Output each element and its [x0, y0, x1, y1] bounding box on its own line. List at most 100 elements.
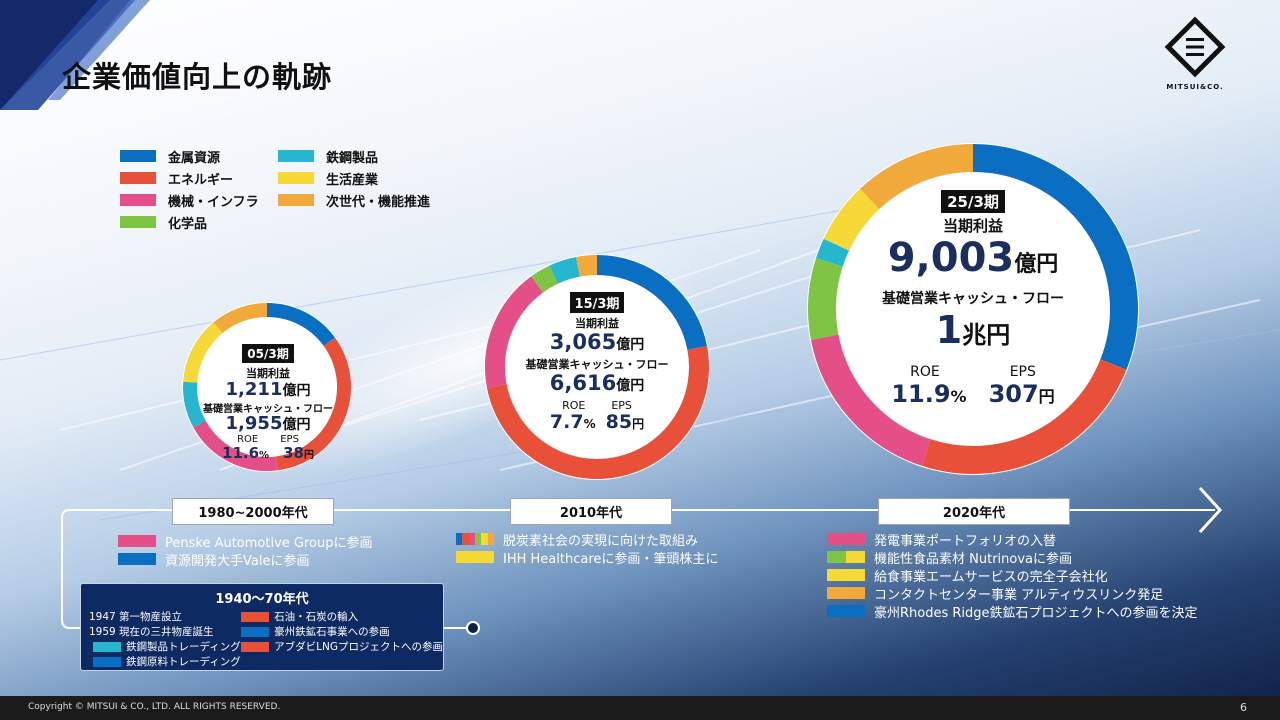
donut-slice [183, 381, 206, 428]
legend-swatch [278, 172, 314, 184]
mitsui-logo-icon [1164, 16, 1226, 78]
event-text: Penske Automotive Groupに参画 [165, 535, 373, 551]
roe-label: ROE [562, 399, 586, 412]
era-1940-left: 1947 第一物産設立 1959 現在の三井物産誕生 鉄鋼製品トレーディング 鉄… [81, 609, 241, 669]
cf-unit: 兆円 [962, 321, 1011, 349]
roe-value: 7.7 [549, 411, 584, 433]
donut-slice [816, 238, 850, 267]
cf-unit: 億円 [282, 417, 311, 433]
roe-value: 11.6 [222, 444, 260, 462]
event-text: 石油・石炭の輸入 [274, 611, 359, 623]
era-2020-label: 2020年代 [878, 498, 1070, 525]
legend-label: 鉄鋼製品 [326, 150, 379, 166]
legend-label: 金属資源 [168, 150, 221, 166]
event-text: コンタクトセンター事業 アルティウスリンク発足 [874, 587, 1164, 603]
roe-unit: % [583, 417, 596, 431]
event-text: 豪州Rhodes Ridge鉄鉱石プロジェクトへの参画を決定 [874, 605, 1198, 621]
event-text: 発電事業ポートフォリオの入替 [874, 533, 1057, 549]
donut-slice [576, 255, 598, 277]
timeline-event: アブダビLNGプロジェクトへの参画 [241, 639, 443, 654]
timeline-event: 発電事業ポートフォリオの入替 [827, 530, 1198, 549]
timeline-event: 脱炭素社会の実現に向けた取組み [456, 530, 718, 549]
donut-slice [183, 322, 223, 383]
net-income-label: 当期利益 [942, 217, 1003, 235]
donut-slice [549, 256, 581, 284]
roe-label: ROE [237, 434, 259, 445]
cf-value: 1,955 [225, 413, 283, 434]
roe-unit: % [259, 450, 270, 461]
donut-slice [810, 334, 931, 466]
eps-value: 38 [283, 444, 304, 462]
donut-slice [860, 144, 974, 210]
timeline-event: 石油・石炭の輸入 [241, 609, 443, 624]
timeline-event: 機能性食品素材 Nutrinovaに参画 [827, 548, 1198, 567]
timeline-event: 豪州鉄鉱石事業への参画 [241, 624, 443, 639]
legend-swatch [120, 172, 156, 184]
donut-slice [531, 265, 559, 293]
donut-05-text: 05/3期 当期利益 1,211億円 基礎営業キャッシュ・フロー 1,955億円… [178, 343, 358, 464]
era-1940-right: 石油・石炭の輸入 豪州鉄鉱石事業への参画 アブダビLNGプロジェクトへの参画 [241, 609, 443, 669]
roe-unit: % [950, 387, 967, 406]
legend-label: 化学品 [168, 216, 208, 232]
net-income-unit: 億円 [282, 383, 311, 399]
net-income-label: 当期利益 [575, 317, 619, 330]
legend-item: 生活産業 [278, 167, 430, 189]
donut-slice [485, 276, 544, 388]
page-title: 企業価値向上の軌跡 [62, 60, 333, 94]
cf-label: 基礎営業キャッシュ・フロー [203, 404, 333, 415]
eps-unit: 円 [1038, 387, 1055, 406]
mitsui-logo: MITSUI&CO. [1160, 16, 1230, 91]
legend-item: エネルギー [120, 167, 259, 189]
event-text: 機能性食品素材 Nutrinovaに参画 [874, 551, 1073, 567]
eps-label: EPS [611, 399, 632, 412]
donut-background [807, 143, 1139, 475]
donut-15-text: 15/3期 当期利益 3,065億円 基礎営業キャッシュ・フロー 6,616億円… [497, 292, 697, 434]
timeline-event: コンタクトセンター事業 アルティウスリンク発足 [827, 584, 1198, 603]
period-badge: 25/3期 [941, 190, 1005, 213]
era-1980-label: 1980~2000年代 [172, 498, 334, 525]
timeline-event: IHH Healthcareに参画・筆頭株主に [456, 548, 719, 567]
legend-item: 金属資源 [120, 145, 259, 167]
donut-slice [266, 303, 335, 347]
donut-slice [275, 337, 351, 471]
donut-slice [596, 255, 708, 351]
timeline-event: Penske Automotive Groupに参画 [118, 532, 373, 551]
legend-label: エネルギー [168, 172, 234, 188]
history-item: 1959 現在の三井物産誕生 [89, 626, 214, 638]
net-income-label: 当期利益 [246, 367, 290, 380]
legend-label: 機械・インフラ [168, 194, 259, 210]
net-income-unit: 億円 [1014, 252, 1059, 277]
timeline-event: 豪州Rhodes Ridge鉄鉱石プロジェクトへの参画を決定 [827, 602, 1198, 621]
timeline-event: 資源開発大手Valeに参画 [118, 550, 373, 569]
legend-item: 次世代・機能推進 [278, 189, 430, 211]
period-badge: 15/3期 [569, 292, 625, 313]
history-item: 1947 第一物産設立 [89, 611, 183, 623]
donut-slice [486, 346, 709, 479]
legend-swatch [120, 216, 156, 228]
roe-label: ROE [910, 364, 940, 380]
copyright: Copyright © MITSUI & CO., LTD. ALL RIGHT… [28, 702, 281, 712]
legend-swatch [278, 194, 314, 206]
cf-value: 1 [935, 308, 963, 352]
event-text: 脱炭素社会の実現に向けた取組み [503, 533, 699, 549]
net-income-unit: 億円 [616, 337, 645, 353]
donut-background [182, 302, 352, 472]
event-text: IHH Healthcareに参画・筆頭株主に [503, 551, 719, 567]
era-1940-box: 1940～70年代 1947 第一物産設立 1959 現在の三井物産誕生 鉄鋼製… [80, 583, 444, 671]
corner-decoration [0, 0, 150, 110]
roe-value: 11.9 [891, 380, 951, 408]
donut-slice [213, 303, 268, 334]
footer: Copyright © MITSUI & CO., LTD. ALL RIGHT… [0, 696, 1280, 720]
legend-item: 化学品 [120, 211, 259, 233]
legend-col-2: 鉄鋼製品 生活産業 次世代・機能推進 [278, 145, 430, 211]
era-2020-events: 発電事業ポートフォリオの入替 機能性食品素材 Nutrinovaに参画 給食事業… [827, 530, 1198, 621]
legend-swatch [120, 194, 156, 206]
donut-slice [808, 258, 843, 340]
timeline-event: 給食事業エームサービスの完全子会社化 [827, 566, 1198, 585]
net-income-value: 9,003 [887, 235, 1015, 281]
event-text: アブダビLNGプロジェクトへの参画 [274, 641, 443, 653]
event-text: 豪州鉄鉱石事業への参画 [274, 626, 390, 638]
page-number: 6 [1240, 701, 1247, 714]
